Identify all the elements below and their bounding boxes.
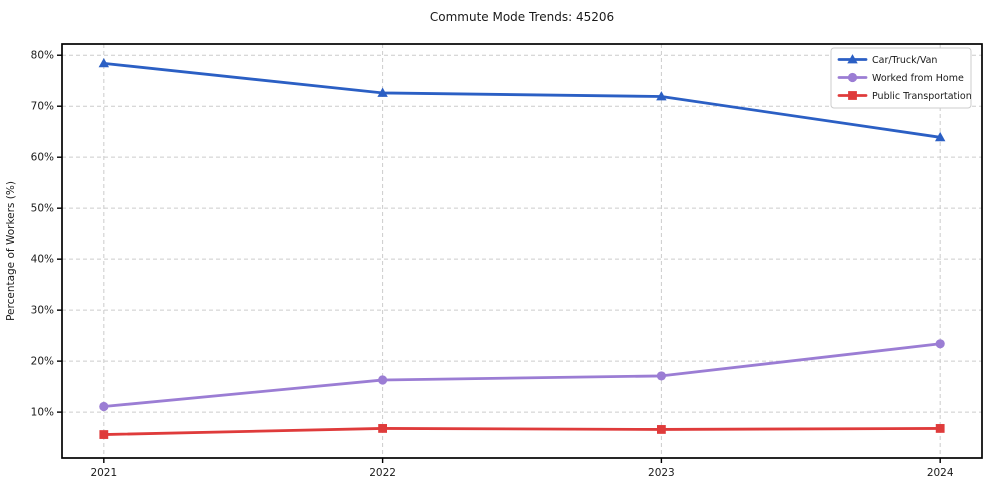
data-point-worked-from-home [378,375,388,385]
grid-lines [62,44,982,458]
y-tick-label: 10% [31,407,54,419]
series-line-public-transportation [102,427,942,436]
legend-marker-circle [847,72,858,83]
y-tick-label: 80% [31,50,54,62]
data-point-car-truck-van [656,91,667,101]
chart-legend: Car/Truck/Van Worked from Home Public Tr… [830,47,972,109]
axis-ticks: 10% 20% 30% 40% 50% 60% 70% 80% 2021 2022 2023 2024 [31,50,954,479]
y-tick-label: 30% [31,305,54,317]
chart-series [98,57,946,439]
x-tick-label: 2022 [369,467,396,479]
data-point-public-transportation [99,430,109,439]
series-line-car-truck-van [102,61,942,139]
data-point-car-truck-van [934,131,946,142]
data-point-worked-from-home [935,339,945,349]
legend-marker-triangle [847,54,858,64]
y-tick-label: 60% [31,152,54,164]
data-point-worked-from-home [99,401,109,412]
y-tick-label: 40% [31,254,54,266]
y-tick-label: 50% [31,203,54,215]
legend-item-car-truck-van: Car/Truck/Van [837,54,937,66]
data-point-worked-from-home [656,371,666,381]
data-point-car-truck-van [98,57,110,68]
data-point-public-transportation [935,424,945,433]
legend-label: Worked from Home [872,73,964,84]
legend-item-worked-from-home: Worked from Home [837,72,964,84]
legend-marker-square [848,91,857,100]
legend-label: Public Transportation [872,91,972,102]
data-point-car-truck-van [377,87,388,97]
legend-box [830,47,972,109]
y-axis-label: Percentage of Workers (%) [5,181,17,321]
chart-title: Commute Mode Trends: 45206 [430,10,614,24]
data-point-public-transportation [656,425,666,434]
x-tick-label: 2021 [90,467,117,479]
data-point-public-transportation [378,424,388,433]
legend-label: Car/Truck/Van [872,55,937,66]
x-tick-label: 2023 [648,467,675,479]
y-tick-label: 20% [31,356,54,368]
legend-item-public-transportation: Public Transportation [837,91,972,102]
plot-border [61,43,983,459]
y-tick-label: 70% [31,101,54,113]
series-line-worked-from-home [102,342,942,408]
x-tick-label: 2024 [927,467,954,479]
